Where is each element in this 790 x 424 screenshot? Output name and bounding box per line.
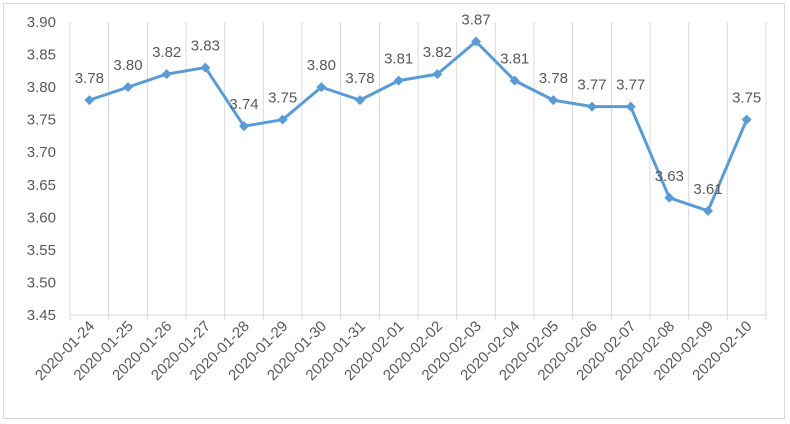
data-labels: 3.78 3.80 3.82 3.83 3.74 3.75 3.80 3.78 3.81 3.82… [75, 12, 762, 198]
y-tick-label: 3.85 [27, 47, 56, 64]
data-label: 3.78 [539, 70, 568, 87]
y-tick-label: 3.50 [27, 274, 56, 291]
data-point-marker [123, 82, 133, 93]
data-label: 3.82 [423, 44, 452, 61]
y-tick-label: 3.80 [27, 79, 56, 96]
data-point-marker [548, 95, 559, 106]
data-point-marker [664, 192, 675, 203]
data-label: 3.83 [191, 38, 220, 55]
data-point-marker [200, 62, 211, 73]
y-axis-tick-labels: 3.45 3.50 3.55 3.60 3.65 3.70 3.75 3.80 3.85 3.90 [27, 14, 56, 324]
data-point-marker [316, 82, 327, 93]
data-point-marker [509, 75, 520, 86]
data-point-marker [703, 205, 713, 216]
data-point-marker [161, 69, 172, 80]
y-tick-label: 3.90 [27, 14, 56, 31]
data-point-marker [239, 121, 249, 132]
data-label: 3.61 [693, 181, 722, 198]
data-label: 3.77 [577, 77, 606, 94]
data-point-marker [625, 101, 636, 112]
data-label: 3.80 [113, 57, 142, 74]
series [84, 36, 752, 216]
data-label: 3.78 [345, 70, 374, 87]
data-point-marker [741, 114, 752, 125]
data-point-marker [471, 36, 481, 47]
series-line [88, 40, 749, 213]
y-tick-label: 3.45 [27, 307, 56, 324]
y-tick-label: 3.65 [27, 177, 56, 194]
data-label: 3.80 [307, 57, 336, 74]
x-axis-tick-labels: 2020-01-242020-01-252020-01-262020-01-27… [32, 318, 756, 384]
data-point-marker [432, 69, 443, 80]
data-point-marker [587, 101, 597, 112]
y-tick-label: 3.75 [27, 112, 56, 129]
data-point-marker [355, 95, 365, 106]
data-label: 3.78 [75, 70, 104, 87]
data-point-marker [277, 114, 288, 125]
data-label: 3.63 [655, 168, 684, 185]
data-label: 3.77 [616, 77, 645, 94]
data-point-marker [84, 95, 95, 106]
chart-frame [3, 3, 785, 419]
y-tick-label: 3.70 [27, 144, 56, 161]
data-label: 3.82 [152, 44, 181, 61]
data-label: 3.81 [500, 51, 529, 68]
data-point-marker [393, 75, 404, 86]
y-tick-label: 3.60 [27, 209, 56, 226]
data-label: 3.87 [461, 12, 490, 29]
data-label: 3.75 [732, 90, 761, 107]
data-label: 3.75 [268, 90, 297, 107]
data-label: 3.74 [229, 96, 258, 113]
axes [69, 314, 767, 320]
y-tick-label: 3.55 [27, 242, 56, 259]
data-label: 3.81 [384, 51, 413, 68]
